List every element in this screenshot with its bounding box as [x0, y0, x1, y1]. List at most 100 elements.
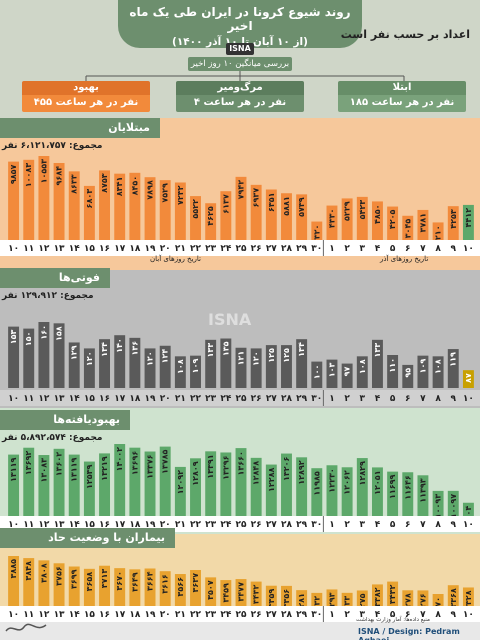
recovered-bar [68, 454, 80, 516]
death-bar-label: ۹۷ [343, 366, 352, 376]
critical-tick-label: ۱۰ [463, 610, 474, 620]
critical-tick-label: ۷ [420, 610, 426, 620]
critical-bar-label: ۳۲۷۵ [358, 593, 367, 606]
recovered-tick-label: ۲۳ [205, 520, 216, 530]
recovered-total: مجموع: ۵،۸۹۲،۵۷۴ نفر [2, 433, 103, 443]
critical-tick-label: ۱۶ [99, 610, 110, 620]
recovered-tick-label: ۱۸ [129, 520, 140, 530]
infection-tick-label: ۴ [375, 244, 381, 254]
recovered-chart: ۱۳۱۱۹ ۱۳۶۹۲ ۱۳۰۸۳ ۱۳۶۰۲ ۱۳۱۱۹ ۱۲۵۳۹ ۱۳۲۱۹ ۱۴۰۰۲… [8, 444, 474, 516]
critical-tick-label: ۱۹ [145, 610, 156, 620]
recovered-bar [83, 461, 95, 516]
death-date-axis: ۱۰ ۱۱ ۱۲ ۱۳ ۱۴ ۱۵ ۱۶ ۱۷ ۱۸ ۱۹ ۲۰ ۲۱ ۲۲ ۲۳ ۲۴ ۲۵ ۲۶ ۲۷ ۲۸ ۲۹… [0, 390, 480, 406]
critical-bar-label: ۳۴۵۹ [221, 583, 230, 603]
infection-bar-label: ۹۶۸۴ [55, 166, 64, 186]
infection-tick-label: ۲ [344, 244, 350, 254]
recovered-bar-label: ۱۳۲۹۶ [221, 455, 230, 480]
recovered-bar-label: ۱۳۷۸۵ [161, 449, 170, 474]
infection-bar [235, 176, 247, 240]
death-tick-label: ۶ [405, 394, 411, 404]
death-bar [387, 355, 399, 388]
critical-bar [144, 568, 156, 606]
death-tick-label: ۱۱ [23, 394, 34, 404]
critical-tick-label: ۱ [329, 610, 335, 620]
page-title: روند شیوع کرونا در ایران طی یک ماه اخیر [129, 5, 351, 33]
critical-bar-label: ۳۸۰۸ [39, 563, 48, 583]
infection-bar-label: ۳۷۸۱ [418, 213, 427, 233]
death-bar [265, 345, 277, 388]
infection-bar-label: ۴۲۵۳ [449, 209, 458, 229]
death-tick-label: ۵ [390, 394, 396, 404]
critical-bar [462, 587, 474, 606]
recovered-bar-label: ۱۳۶۰۲ [55, 452, 64, 477]
critical-tick-label: ۲۷ [266, 610, 277, 620]
agency-logo: ISNA [226, 43, 254, 55]
death-tick-label: ۱۰ [8, 394, 19, 404]
recovered-bar [265, 464, 277, 516]
recovered-tick-label: ۱۰ [463, 520, 474, 530]
infection-tick-label: ۱۴ [69, 244, 80, 254]
critical-bar [114, 568, 126, 606]
infection-bar [387, 206, 399, 240]
infection-bar-label: ۸۴۵۰ [130, 176, 139, 196]
title-box: روند شیوع کرونا در ایران طی یک ماه اخیر … [118, 0, 362, 48]
recovered-tick-label: ۳۰ [311, 520, 322, 530]
critical-tick-label: ۵ [390, 610, 396, 620]
header: روند شیوع کرونا در ایران طی یک ماه اخیر … [0, 0, 480, 118]
critical-bar-label: ۳۳۶۸ [449, 588, 458, 606]
signature-logo-icon [5, 623, 47, 632]
death-bar-label: ۱۰۹ [191, 359, 200, 374]
recovered-bar [235, 448, 247, 516]
recovery-box-value: ۴۵۵ نفر در هر ساعت [33, 97, 139, 108]
connector-lines [85, 71, 405, 82]
infection-tick-label: ۱۵ [84, 244, 95, 254]
death-tick-label: ۱۶ [99, 394, 110, 404]
critical-bar-label: ۳۳۸۲ [373, 587, 382, 606]
death-bar [326, 359, 338, 388]
recovered-bar-label: ۱۱۶۴۶ [403, 475, 412, 500]
critical-tick-label: ۱۳ [54, 610, 65, 620]
infection-box-title: ابتلا [338, 81, 466, 95]
recovered-tick-label: ۶ [405, 520, 411, 530]
critical-bar-label: ۳۸۴۸ [24, 561, 33, 581]
critical-bar-label: ۳۲۸۱ [297, 593, 306, 606]
death-bar-label: ۱۵۳ [9, 330, 18, 345]
death-bar [417, 355, 429, 388]
recovered-bar-label: ۱۲۸۹۲ [297, 460, 306, 485]
infection-box-value: ۱۸۵ نفر در هر ساعت [349, 97, 455, 108]
recovered-tick-label: ۷ [420, 520, 426, 530]
recovered-tick-label: ۱۷ [114, 520, 125, 530]
recovered-bar-label: ۱۱۹۸۵ [312, 471, 321, 496]
infection-bar-label: ۲۳۲۰ [312, 225, 321, 240]
death-bar [23, 328, 35, 388]
death-bar [99, 339, 111, 388]
recovery-box: بهبود ۴۵۵ نفر در هر ساعت [22, 81, 150, 112]
infection-bar-label: ۵۷۳۹ [297, 197, 306, 217]
infection-bar-label: ۴۶۲۵ [206, 206, 215, 226]
infection-bar [83, 185, 95, 240]
recovered-bar-label: ۱۳۰۸۳ [39, 458, 48, 483]
infection-tick-label: ۳ [360, 244, 366, 254]
critical-bar [356, 590, 368, 606]
critical-tick-label: ۹ [451, 610, 457, 620]
critical-tick-label: ۱۱ [23, 610, 34, 620]
infection-tick-label: ۲۸ [281, 244, 292, 254]
recovered-bar-label: ۱۴۰۰۲ [115, 447, 124, 472]
infection-bar [356, 196, 368, 240]
recovered-bar-label: ۹۱۰۴ [464, 506, 473, 516]
infection-tick-label: ۹ [451, 244, 457, 254]
recovered-tick-label: ۲۰ [160, 520, 171, 530]
death-bar [250, 348, 262, 388]
critical-bar-label: ۳۲۳۲ [312, 596, 321, 606]
infection-tick-label: ۸ [435, 244, 441, 254]
death-tick-label: ۱۹ [145, 394, 156, 404]
death-tick-label: ۲۲ [190, 394, 201, 404]
infection-tick-label: ۲۰ [160, 244, 171, 254]
infection-bar-label: ۸۶۳۳ [70, 174, 79, 194]
critical-bar [68, 566, 80, 606]
critical-tick-label: ۱۷ [114, 610, 125, 620]
infection-tick-label: ۱۱ [23, 244, 34, 254]
infection-bar [38, 156, 50, 240]
recovered-tick-label: ۱۶ [99, 520, 110, 530]
critical-bar-label: ۳۲۳۳ [343, 596, 352, 606]
